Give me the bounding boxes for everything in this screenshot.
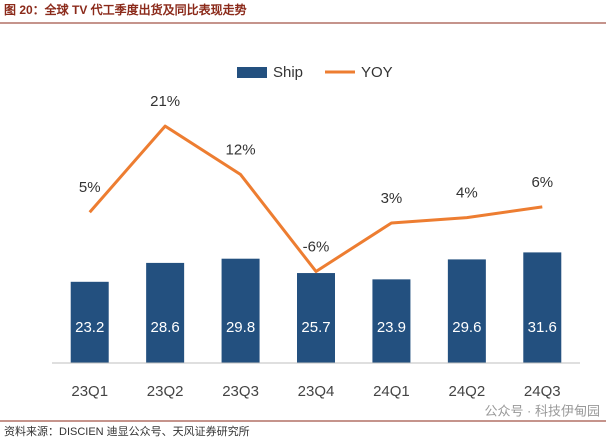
watermark: 公众号 · 科技伊甸园 — [484, 403, 600, 418]
bar — [221, 258, 260, 363]
line-value-label: 3% — [381, 190, 403, 207]
x-tick-label: 24Q2 — [449, 383, 486, 400]
x-tick-label: 23Q3 — [222, 383, 259, 400]
line-value-label: 12% — [226, 142, 256, 159]
bar — [447, 259, 486, 363]
x-tick-label: 23Q4 — [298, 383, 335, 400]
bar-value-label: 25.7 — [301, 319, 330, 336]
bar — [70, 281, 109, 363]
bar — [146, 262, 185, 363]
x-tick-label: 24Q3 — [524, 383, 561, 400]
line-value-label: -6% — [303, 238, 330, 255]
line-value-label: 4% — [456, 185, 478, 202]
bar-value-label: 29.6 — [452, 319, 481, 336]
bar — [523, 252, 562, 363]
legend-label: YOY — [361, 64, 393, 81]
line-value-label: 6% — [531, 174, 553, 191]
legend-swatch — [237, 67, 267, 78]
bar-value-label: 28.6 — [151, 319, 180, 336]
line-value-label: 21% — [150, 93, 180, 110]
line — [88, 124, 543, 273]
bar-value-label: 23.9 — [377, 319, 406, 336]
x-tick-label: 24Q1 — [373, 383, 410, 400]
bar-value-label: 29.8 — [226, 319, 255, 336]
bar-value-label: 23.2 — [75, 319, 104, 336]
x-tick-label: 23Q2 — [147, 383, 184, 400]
x-tick-label: 23Q1 — [71, 383, 108, 400]
line-value-label: 5% — [79, 179, 101, 196]
legend-label: Ship — [273, 64, 303, 81]
bar — [372, 279, 411, 363]
chart-title: 图 20：全球 TV 代工季度出货及同比表现走势 — [4, 2, 247, 17]
bar — [297, 273, 335, 363]
source: 资料来源：DISCIEN 迪显公众号、天风证券研究所 — [4, 424, 250, 438]
bar-value-label: 31.6 — [528, 319, 557, 336]
